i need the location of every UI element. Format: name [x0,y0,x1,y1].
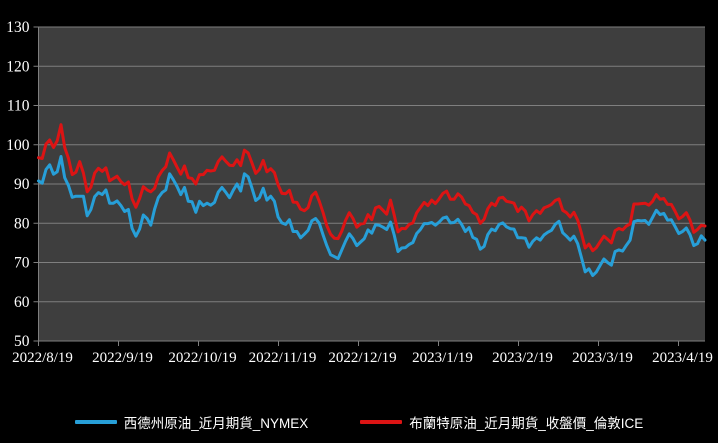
brent-line-swatch [360,420,403,424]
brent-legend-label: 布蘭特原油_近月期貨_收盤價_倫敦ICE [409,416,644,431]
legend-item-wti: 西德州原油_近月期貨_NYMEX [74,412,309,432]
y-axis-label: 120 [6,58,30,75]
x-axis-label: 2023/4/19 [652,350,713,366]
x-axis-label: 2022/12/19 [328,350,396,366]
x-axis-label: 2022/8/19 [12,350,73,366]
legend: 西德州原油_近月期貨_NYMEX 布蘭特原油_近月期貨_收盤價_倫敦ICE [0,412,718,432]
y-axis-label: 130 [6,19,30,36]
legend-item-brent: 布蘭特原油_近月期貨_收盤價_倫敦ICE [360,412,643,432]
wti-line-swatch [74,420,117,424]
y-axis-label: 80 [14,215,30,232]
x-axis-label: 2023/1/19 [412,350,473,366]
y-axis-label: 50 [14,333,30,350]
y-axis-label: 110 [7,98,30,115]
x-axis-label: 2022/11/19 [249,350,317,366]
wti-legend-label: 西德州原油_近月期貨_NYMEX [123,416,309,431]
y-axis-label: 70 [14,255,30,272]
y-axis-label: 100 [6,137,30,154]
wti-series-line [37,155,707,277]
y-axis-label: 90 [14,176,30,193]
x-axis-label: 2022/9/19 [92,350,153,366]
brent-series-line [37,123,707,253]
x-axis-label: 2023/3/19 [572,350,633,366]
x-axis-label: 2023/2/19 [492,350,553,366]
x-axis-label: 2022/10/19 [168,350,236,366]
y-axis-label: 60 [14,294,30,311]
